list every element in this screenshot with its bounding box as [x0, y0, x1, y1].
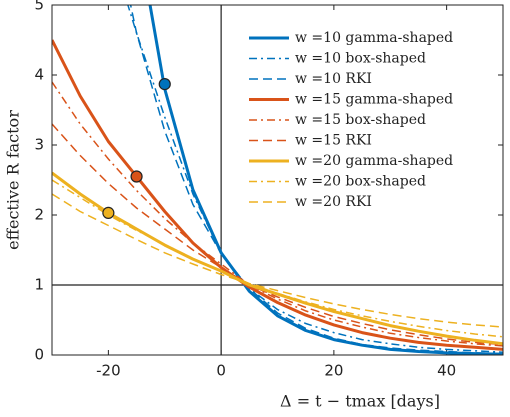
y-tick-label: 3 — [34, 136, 44, 154]
series-line — [52, 193, 503, 328]
plot-frame — [51, 4, 504, 356]
legend-label: w =20 gamma-shaped — [295, 153, 453, 169]
plot-area — [52, 5, 503, 355]
legend-label: w =15 RKI — [295, 133, 372, 149]
y-axis-label: effective R factor — [4, 110, 23, 250]
series-line — [52, 81, 503, 347]
series-line — [129, 5, 503, 355]
legend-label: w =15 gamma-shaped — [295, 92, 453, 108]
x-axis-label: Δ = t − tmax [days] — [280, 392, 440, 411]
series-line — [52, 39, 503, 351]
y-tick-label: 1 — [34, 276, 44, 294]
series-line — [52, 123, 503, 346]
series-line — [127, 5, 503, 353]
marker — [130, 170, 143, 183]
legend-label: w =10 RKI — [295, 71, 372, 87]
y-tick-label: 5 — [34, 0, 44, 14]
marker — [102, 206, 115, 219]
legend-label: w =15 box-shaped — [295, 112, 426, 128]
series-line — [52, 179, 503, 338]
y-tick-label: 4 — [34, 66, 44, 84]
series-line — [148, 5, 503, 355]
legend-box — [242, 24, 498, 218]
legend-label: w =10 gamma-shaped — [295, 30, 453, 46]
y-tick-label: 0 — [34, 346, 44, 364]
x-tick-label: -20 — [96, 362, 121, 380]
x-tick-label: 20 — [324, 362, 343, 380]
y-tick-label: 2 — [34, 206, 44, 224]
x-tick-label: 40 — [437, 362, 456, 380]
legend-label: w =20 RKI — [295, 194, 372, 210]
marker — [158, 77, 171, 91]
legend-label: w =20 box-shaped — [295, 174, 426, 190]
legend-label: w =10 box-shaped — [295, 51, 426, 67]
x-tick-label: 0 — [216, 362, 226, 380]
